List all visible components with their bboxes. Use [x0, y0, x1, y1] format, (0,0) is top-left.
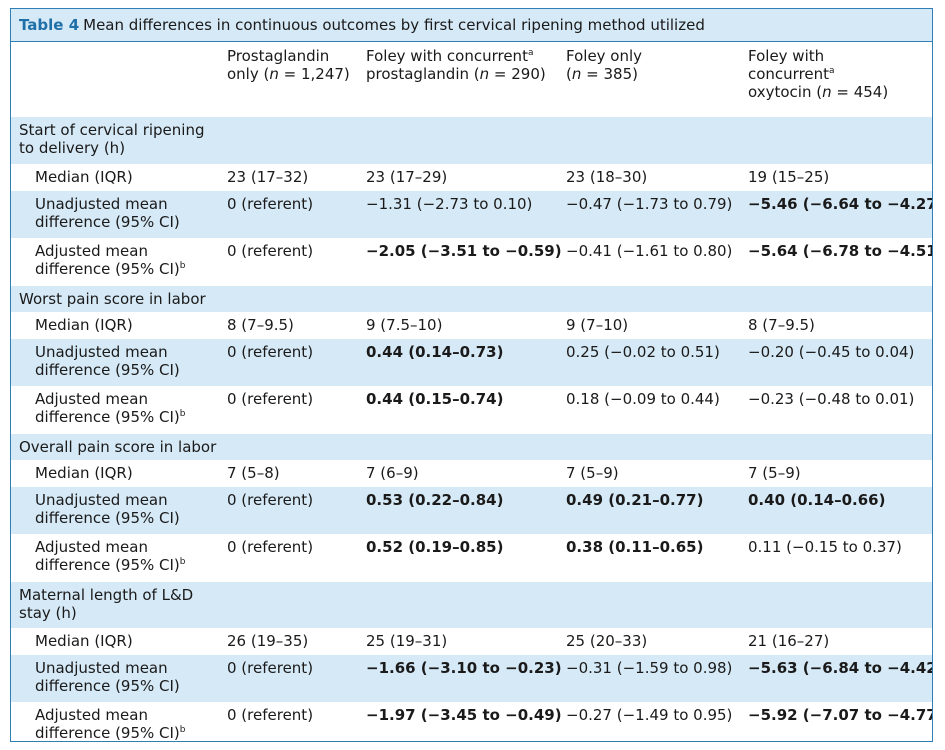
column-header-foley-oxytocin: Foley with concurrenta oxytocin (n = 454…	[748, 47, 889, 101]
table-cell: 0 (referent)	[227, 538, 314, 556]
table-cell: −0.31 (−1.59 to 0.98)	[566, 659, 733, 677]
table-row: Unadjusted mean difference (95% CI) 0 (ref…	[11, 655, 932, 702]
table-cell: 0 (referent)	[227, 242, 314, 260]
column-header-foley-prostaglandin: Foley with concurrenta prostaglandin (n …	[366, 47, 546, 83]
table-cell: 0.52 (0.19–0.85)	[366, 538, 504, 556]
table-cell: 26 (19–35)	[227, 632, 309, 650]
table-cell: 9 (7–10)	[566, 316, 629, 334]
section-title-row: Start of cervical ripening to delivery (h…	[11, 117, 932, 164]
table-cell: 25 (20–33)	[566, 632, 648, 650]
table-caption: Table 4 Mean differences in continuous ou…	[11, 9, 932, 42]
row-label: Adjusted mean difference (95% CI)b	[35, 242, 186, 278]
table-cell: 19 (15–25)	[748, 168, 830, 186]
table-row: Median (IQR) 26 (19–35) 25 (19–31) 25 (20–3…	[11, 628, 932, 655]
table-cell: 8 (7–9.5)	[748, 316, 815, 334]
table-cell: 25 (19–31)	[366, 632, 448, 650]
table-row: Unadjusted mean difference (95% CI) 0 (ref…	[11, 339, 932, 386]
table-cell: 0.18 (−0.09 to 0.44)	[566, 390, 720, 408]
row-label: Median (IQR)	[35, 168, 133, 186]
table-cell: −5.63 (−6.84 to −4.42)	[748, 659, 933, 677]
table-row: Adjusted mean difference (95% CI)b 0 (refe…	[11, 238, 932, 285]
section-title: Start of cervical ripening to delivery (h…	[19, 121, 205, 157]
table-body: Start of cervical ripening to delivery (h…	[11, 117, 933, 742]
row-label: Unadjusted mean difference (95% CI)	[35, 195, 180, 231]
row-label: Unadjusted mean difference (95% CI)	[35, 491, 180, 527]
table-cell: −0.27 (−1.49 to 0.95)	[566, 706, 733, 724]
section-title-row: Maternal length of L&D stay (h)	[11, 581, 932, 628]
section-title: Worst pain score in labor	[19, 290, 206, 308]
table-cell: 23 (17–32)	[227, 168, 309, 186]
table-cell: 0.44 (0.14–0.73)	[366, 343, 504, 361]
table-cell: 0 (referent)	[227, 491, 314, 509]
table-row: Adjusted mean difference (95% CI)b 0 (refe…	[11, 534, 932, 581]
table-row: Median (IQR) 23 (17–32) 23 (17–29) 23 (18–3…	[11, 164, 932, 191]
row-label: Unadjusted mean difference (95% CI)	[35, 659, 180, 695]
table-cell: 7 (5–9)	[748, 464, 801, 482]
table-cell: 8 (7–9.5)	[227, 316, 294, 334]
row-label: Adjusted mean difference (95% CI)b	[35, 538, 186, 574]
table-cell: 7 (6–9)	[366, 464, 419, 482]
table-cell: −5.92 (−7.07 to −4.77)	[748, 706, 933, 724]
table-cell: −0.23 (−0.48 to 0.01)	[748, 390, 915, 408]
table-cell: 23 (17–29)	[366, 168, 448, 186]
table-cell: −5.46 (−6.64 to −4.27)	[748, 195, 933, 213]
table-row: Unadjusted mean difference (95% CI) 0 (ref…	[11, 487, 932, 534]
table-cell: 21 (16–27)	[748, 632, 830, 650]
table-cell: 0 (referent)	[227, 706, 314, 724]
table-cell: 0 (referent)	[227, 659, 314, 677]
table-cell: 0.11 (−0.15 to 0.37)	[748, 538, 902, 556]
column-header-foley-only: Foley only (n = 385)	[566, 47, 643, 83]
table-row: Median (IQR) 7 (5–8) 7 (6–9) 7 (5–9) 7 (5–9)	[11, 460, 932, 487]
table-cell: 0 (referent)	[227, 390, 314, 408]
table-cell: 0.44 (0.15–0.74)	[366, 390, 504, 408]
table-cell: −2.05 (−3.51 to −0.59)	[366, 242, 562, 260]
table-cell: 0.25 (−0.02 to 0.51)	[566, 343, 720, 361]
table-cell: −1.97 (−3.45 to −0.49)	[366, 706, 562, 724]
table-cell: −1.66 (−3.10 to −0.23)	[366, 659, 562, 677]
row-label: Median (IQR)	[35, 632, 133, 650]
table-cell: 0 (referent)	[227, 343, 314, 361]
table-cell: 0.38 (0.11–0.65)	[566, 538, 704, 556]
table-frame: Table 4 Mean differences in continuous ou…	[10, 8, 933, 742]
table-cell: 0.40 (0.14–0.66)	[748, 491, 886, 509]
table-cell: 7 (5–9)	[566, 464, 619, 482]
row-label: Adjusted mean difference (95% CI)b	[35, 390, 186, 426]
table-cell: 0 (referent)	[227, 195, 314, 213]
section-title: Maternal length of L&D stay (h)	[19, 586, 194, 622]
table-cell: 23 (18–30)	[566, 168, 648, 186]
table-cell: −0.47 (−1.73 to 0.79)	[566, 195, 733, 213]
table-cell: −0.41 (−1.61 to 0.80)	[566, 242, 733, 260]
table-cell: −0.20 (−0.45 to 0.04)	[748, 343, 915, 361]
table-caption-label: Table 4	[19, 16, 80, 34]
table-cell: 0.49 (0.21–0.77)	[566, 491, 704, 509]
section-title: Overall pain score in labor	[19, 438, 217, 456]
section-title-row: Worst pain score in labor	[11, 285, 932, 312]
table-cell: 0.53 (0.22–0.84)	[366, 491, 504, 509]
table-header-row: Prostaglandin only (n = 1,247) Foley wit…	[11, 42, 932, 117]
table-row: Unadjusted mean difference (95% CI) 0 (ref…	[11, 191, 932, 238]
table-cell: −1.31 (−2.73 to 0.10)	[366, 195, 533, 213]
row-label: Median (IQR)	[35, 316, 133, 334]
column-header-prostaglandin: Prostaglandin only (n = 1,247)	[227, 47, 350, 83]
table-caption-text: Mean differences in continuous outcomes …	[83, 16, 705, 34]
row-label: Unadjusted mean difference (95% CI)	[35, 343, 180, 379]
table-row: Adjusted mean difference (95% CI)b 0 (refe…	[11, 386, 932, 433]
table-cell: 9 (7.5–10)	[366, 316, 443, 334]
table-row: Median (IQR) 8 (7–9.5) 9 (7.5–10) 9 (7–10) 8…	[11, 312, 932, 339]
table-cell: −5.64 (−6.78 to −4.51)	[748, 242, 933, 260]
row-label: Adjusted mean difference (95% CI)b	[35, 706, 186, 742]
section-title-row: Overall pain score in labor	[11, 433, 932, 460]
row-label: Median (IQR)	[35, 464, 133, 482]
table-cell: 7 (5–8)	[227, 464, 280, 482]
table-row: Adjusted mean difference (95% CI)b 0 (refe…	[11, 702, 933, 742]
